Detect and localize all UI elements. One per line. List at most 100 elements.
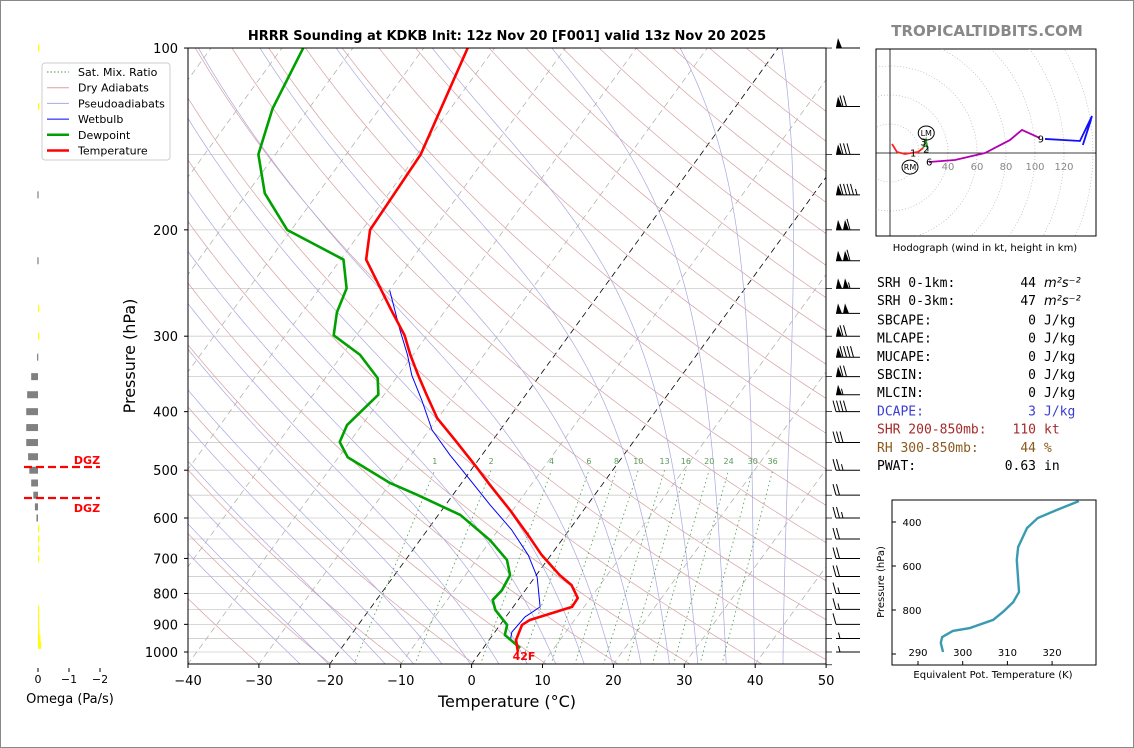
barb-pennant — [836, 38, 842, 49]
wind-barb — [836, 384, 860, 396]
wind-barb — [836, 218, 860, 231]
wind-barb — [836, 645, 860, 653]
omega-bar — [26, 439, 38, 447]
hodograph-ring-label: 40 — [942, 162, 955, 173]
barb-half-flag — [841, 511, 844, 519]
dry-adiabat — [231, 48, 826, 582]
omega-bar — [33, 491, 38, 499]
barb-half-flag — [841, 388, 844, 395]
pseudoadiabat — [198, 48, 613, 664]
legend-label: Wetbulb — [78, 113, 123, 126]
barb-flag — [846, 183, 851, 195]
barb-flag — [846, 346, 851, 358]
hodograph-height-label: 9 — [1038, 135, 1044, 146]
barb-flag — [843, 346, 847, 358]
barb-pennant — [836, 96, 842, 107]
stat-unit: m²s⁻² — [1044, 294, 1081, 309]
isotherm — [542, 273, 826, 664]
stat-unit: J/kg — [1044, 350, 1075, 365]
wind-barb — [836, 303, 860, 314]
pseudoadiabat — [188, 523, 329, 664]
hodograph-ring-label: 100 — [1025, 162, 1044, 173]
thetae-y-label: Pressure (hPa) — [876, 546, 887, 618]
thetae-panel: 290 300 310 320 400 600 800 — [891, 499, 1097, 666]
pseudoadiabat — [188, 117, 585, 664]
pseudoadiabat — [188, 426, 415, 664]
pseudoadiabat — [188, 348, 471, 664]
omega-bar — [38, 44, 40, 52]
dry-adiabat — [188, 159, 763, 664]
thetae-x-tick-label: 310 — [998, 648, 1017, 659]
barb-pennant — [836, 219, 842, 230]
isotherm — [188, 48, 425, 373]
x-tick-label: 40 — [747, 674, 764, 689]
mixing-ratio-label: 4 — [549, 457, 554, 466]
barb-flag — [843, 365, 847, 377]
y-tick-label: 100 — [153, 42, 178, 57]
barb-flag — [843, 183, 847, 195]
stat-value: 0.63 — [1005, 459, 1036, 474]
thetae-y-tick-label: 800 — [902, 606, 921, 617]
barb-pennant — [843, 219, 849, 230]
pseudoadiabat — [551, 48, 727, 664]
hodograph-panel: 40 60 80 100 120 1 236 9 LM RM — [875, 48, 1097, 237]
mixing-ratio-line — [414, 470, 492, 664]
mixing-ratio-label: 24 — [724, 457, 734, 466]
x-axis-label: Temperature (°C) — [437, 692, 576, 711]
omega-tick-label: −1 — [61, 673, 77, 686]
omega-panel: 0 −1 −2 DGZ DGZ — [24, 44, 108, 686]
skewt-axes: −40 −30 −20 −10 0 10 20 30 40 50 100 200 300 400 500 60… — [145, 42, 834, 689]
omega-bar — [38, 332, 40, 340]
thetae-x-tick-label: 290 — [908, 648, 927, 659]
thetae-x-label: Equivalent Pot. Temperature (K) — [913, 670, 1072, 681]
barb-pennant — [843, 303, 849, 314]
wind-barb — [832, 613, 860, 625]
barb-flag — [846, 143, 851, 155]
x-tick-label: 0 — [467, 674, 475, 689]
wind-barb — [832, 484, 860, 496]
omega-bar — [26, 408, 38, 416]
hodograph-trace — [928, 128, 1041, 163]
barb-pennant — [836, 326, 842, 337]
stat-unit: J/kg — [1044, 332, 1075, 347]
mixing-ratio-line — [651, 470, 710, 664]
omega-tick-label: 0 — [35, 673, 42, 686]
stat-unit: % — [1044, 441, 1052, 456]
dry-adiabat — [194, 48, 826, 621]
stat-unit: J/kg — [1044, 386, 1075, 401]
barb-pennant — [843, 278, 849, 289]
mixing-ratio-label: 8 — [614, 457, 619, 466]
omega-bar — [38, 305, 40, 313]
dry-adiabat — [305, 48, 826, 506]
storm-motion-label: LM — [921, 129, 932, 138]
stat-label: SHR 200-850mb: — [877, 423, 987, 438]
barb-flag — [839, 183, 844, 195]
wind-barb — [836, 325, 860, 337]
barb-flag — [836, 527, 840, 540]
wind-barb — [836, 249, 860, 262]
omega-bar — [27, 391, 38, 399]
stat-value: 110 — [1013, 423, 1036, 438]
wind-barb — [832, 582, 860, 594]
barb-pennant — [836, 144, 842, 155]
hodograph-height-label: 3 — [920, 137, 926, 148]
barb-pennant — [836, 347, 842, 358]
dry-adiabat — [188, 97, 826, 661]
x-tick-label: −10 — [387, 674, 414, 689]
hodograph-height-label: 2 — [923, 145, 929, 156]
omega-bar — [36, 514, 38, 522]
barb-pennant — [836, 366, 842, 377]
key-isotherm — [329, 48, 779, 664]
pseudoadiabat — [335, 48, 670, 664]
stat-label: SRH 0-1km: — [877, 276, 955, 291]
temperature-line — [364, 48, 580, 653]
surface-temp-label: 42F — [513, 650, 536, 663]
barb-half-flag — [838, 645, 841, 653]
x-tick-label: 50 — [818, 674, 835, 689]
x-tick-label: −30 — [245, 674, 272, 689]
hodograph-frame — [875, 48, 1097, 237]
isotherm — [188, 48, 354, 276]
thetae-line — [939, 500, 1080, 653]
barb-pennant — [836, 384, 842, 395]
isotherm — [400, 79, 826, 664]
